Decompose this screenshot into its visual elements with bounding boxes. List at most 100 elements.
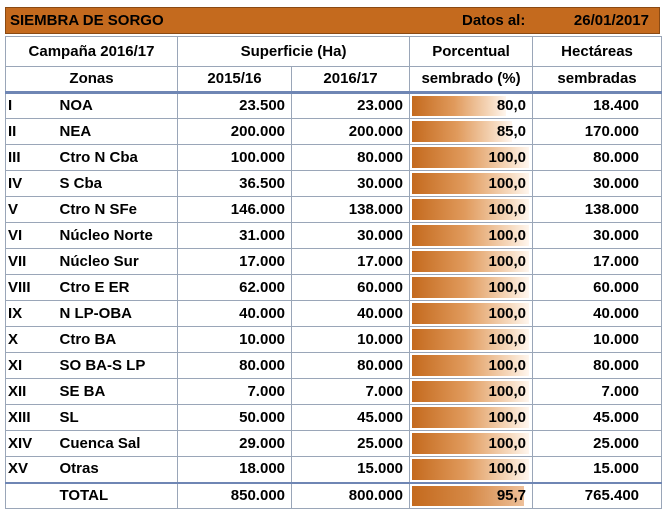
pct-value: 100,0 [488, 330, 527, 348]
pct-value: 100,0 [488, 174, 527, 192]
zone-name: Otras [55, 456, 179, 483]
surface-2016-17: 80.000 [291, 352, 411, 379]
zone-number: II [5, 118, 56, 145]
surface-2015-16: 10.000 [177, 326, 293, 353]
surface-2015-16: 100.000 [177, 144, 293, 171]
pct-value: 100,0 [488, 460, 527, 478]
total-surface-2015-16: 850.000 [177, 481, 293, 509]
year1-header: 2015/16 [177, 66, 293, 93]
pct-value: 100,0 [488, 200, 527, 218]
date-label: Datos al: [462, 12, 526, 29]
zone-number: XIV [5, 430, 56, 457]
table-row: XII SE BA 7.000 7.000 100,0 7.000 [5, 378, 663, 405]
pct-bar [412, 225, 530, 246]
pct-cell: 100,0 [409, 170, 534, 197]
hectares-sown: 138.000 [532, 196, 663, 223]
pct-cell: 100,0 [409, 274, 534, 301]
pct-bar [412, 433, 530, 454]
surface-2016-17: 17.000 [291, 248, 411, 275]
surface-header: Superficie (Ha) [177, 36, 411, 67]
surface-2015-16: 200.000 [177, 118, 293, 145]
surface-2015-16: 80.000 [177, 352, 293, 379]
total-hectares-sown: 765.400 [532, 481, 663, 509]
hectares-sown: 18.400 [532, 92, 663, 119]
surface-2015-16: 29.000 [177, 430, 293, 457]
zone-number: VI [5, 222, 56, 249]
table-row: VIII Ctro E ER 62.000 60.000 100,0 60.000 [5, 274, 663, 301]
surface-2016-17: 30.000 [291, 170, 411, 197]
surface-2016-17: 10.000 [291, 326, 411, 353]
hectares-sown: 45.000 [532, 404, 663, 431]
pct-bar [412, 173, 530, 194]
pct-cell: 100,0 [409, 352, 534, 379]
pct-cell: 100,0 [409, 456, 534, 483]
zone-number: III [5, 144, 56, 171]
hectares-sown: 10.000 [532, 326, 663, 353]
hectares-sown: 80.000 [532, 352, 663, 379]
ha-header-line1: Hectáreas [532, 36, 663, 67]
zone-number: VIII [5, 274, 56, 301]
pct-bar [412, 251, 530, 272]
pct-header-line2: sembrado (%) [409, 66, 534, 93]
zone-name: Núcleo Norte [55, 222, 179, 249]
zone-name: Ctro N SFe [55, 196, 179, 223]
pct-value: 95,7 [496, 486, 527, 504]
pct-value: 85,0 [496, 122, 527, 140]
date-value: 26/01/2017 [573, 12, 649, 29]
table-row: V Ctro N SFe 146.000 138.000 100,0 138.000 [5, 196, 663, 223]
pct-header-line1: Porcentual [409, 36, 534, 67]
surface-2015-16: 36.500 [177, 170, 293, 197]
zone-name: Ctro BA [55, 326, 179, 353]
pct-cell: 100,0 [409, 248, 534, 275]
zone-number: VII [5, 248, 56, 275]
total-surface-2016-17: 800.000 [291, 481, 411, 509]
ha-header-line2: sembradas [532, 66, 663, 93]
pct-bar [412, 277, 530, 298]
zone-number: V [5, 196, 56, 223]
title-banner: SIEMBRA DE SORGO Datos al: 26/01/2017 [5, 7, 660, 34]
zone-number: XII [5, 378, 56, 405]
table-row: XV Otras 18.000 15.000 100,0 15.000 [5, 456, 663, 483]
zone-name: Cuenca Sal [55, 430, 179, 457]
pct-value: 100,0 [488, 434, 527, 452]
total-row: TOTAL 850.000 800.000 95,7 765.400 [5, 481, 663, 509]
pct-bar [412, 329, 530, 350]
zone-name: SO BA-S LP [55, 352, 179, 379]
table-row: I NOA 23.500 23.000 80,0 18.400 [5, 92, 663, 119]
pct-value: 100,0 [488, 382, 527, 400]
surface-2015-16: 18.000 [177, 456, 293, 483]
year2-header: 2016/17 [291, 66, 411, 93]
pct-cell: 95,7 [409, 481, 534, 509]
table-row: IX N LP-OBA 40.000 40.000 100,0 40.000 [5, 300, 663, 327]
zone-number: XI [5, 352, 56, 379]
header-row-2: Zonas 2015/16 2016/17 sembrado (%) sembr… [4, 66, 663, 93]
pct-bar [412, 303, 530, 324]
zones-header: Zonas [4, 66, 179, 93]
surface-2015-16: 17.000 [177, 248, 293, 275]
table-row: X Ctro BA 10.000 10.000 100,0 10.000 [5, 326, 663, 353]
hectares-sown: 30.000 [532, 170, 663, 197]
pct-bar [412, 121, 512, 142]
pct-cell: 100,0 [409, 300, 534, 327]
zone-number: XV [5, 456, 56, 483]
table-row: XIV Cuenca Sal 29.000 25.000 100,0 25.000 [5, 430, 663, 457]
pct-cell: 100,0 [409, 430, 534, 457]
surface-2015-16: 7.000 [177, 378, 293, 405]
pct-bar [412, 459, 530, 480]
surface-2016-17: 23.000 [291, 92, 411, 119]
header-row-1: Campaña 2016/17 Superficie (Ha) Porcentu… [4, 36, 663, 67]
pct-cell: 100,0 [409, 222, 534, 249]
table-row: XIII SL 50.000 45.000 100,0 45.000 [5, 404, 663, 431]
surface-2016-17: 40.000 [291, 300, 411, 327]
pct-value: 100,0 [488, 356, 527, 374]
pct-value: 80,0 [496, 97, 527, 114]
pct-bar [412, 485, 525, 506]
surface-2016-17: 45.000 [291, 404, 411, 431]
zone-number: IX [5, 300, 56, 327]
surface-2015-16: 50.000 [177, 404, 293, 431]
pct-cell: 80,0 [409, 92, 534, 119]
pct-value: 100,0 [488, 148, 527, 166]
surface-2016-17: 138.000 [291, 196, 411, 223]
zone-number: I [5, 92, 56, 119]
